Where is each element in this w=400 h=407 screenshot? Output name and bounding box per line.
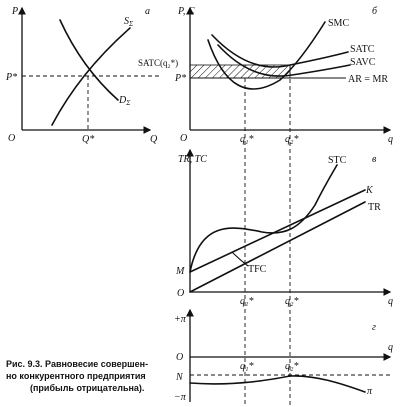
supply-curve bbox=[51, 27, 131, 126]
panel-b-origin: O bbox=[180, 133, 187, 144]
panel-d-q1-label: q₁* bbox=[240, 361, 253, 372]
panel-d: +π −π q O г N π q₁* q₂* bbox=[174, 308, 393, 403]
tr-label: TR bbox=[368, 202, 381, 213]
figure-caption: Рис. 9.3. Равновесие совершен- но конкур… bbox=[6, 359, 148, 393]
caption-line-2: но конкурентного предприятия bbox=[6, 371, 146, 381]
caption-line-3: (прибыль отрицательна). bbox=[30, 383, 144, 393]
panel-b-price-label: P* bbox=[174, 73, 186, 84]
k-label: K bbox=[365, 185, 374, 196]
panel-b: P, C q O б SMC SATC SAVC AR = MR SATC(q₂… bbox=[138, 6, 393, 407]
panel-d-y-top: +π bbox=[174, 314, 187, 325]
panel-b-letter: б bbox=[372, 6, 378, 17]
panel-d-x-label: q bbox=[388, 342, 393, 353]
panel-b-q1-label: q₁* bbox=[240, 134, 253, 145]
panel-b-q2-label: q₂* bbox=[285, 134, 298, 145]
profit-curve bbox=[189, 375, 366, 393]
panel-d-letter: г bbox=[372, 322, 376, 333]
supply-label: SΣ bbox=[124, 16, 134, 28]
k-line bbox=[189, 189, 366, 273]
eq-qty-label: Q* bbox=[82, 134, 94, 145]
tfc-pointer bbox=[231, 251, 249, 267]
panel-c-y-label: TR, TC bbox=[178, 154, 207, 165]
panel-b-y-label: P, C bbox=[177, 6, 195, 17]
eq-price-label: P* bbox=[5, 72, 17, 83]
savc-curve bbox=[217, 44, 351, 77]
m-label: M bbox=[175, 266, 185, 277]
satc-curve bbox=[211, 34, 349, 68]
panel-c-letter: в bbox=[372, 154, 377, 165]
smc-label: SMC bbox=[328, 18, 349, 29]
panel-a-letter: а bbox=[145, 6, 150, 17]
tr-line bbox=[189, 201, 366, 293]
satc-q2-label: SATC(q₂*) bbox=[138, 58, 178, 68]
panel-d-y-bottom: −π bbox=[174, 392, 187, 403]
demand-curve bbox=[59, 19, 119, 101]
panel-d-origin: O bbox=[176, 352, 183, 363]
panel-c-x-label: q bbox=[388, 296, 393, 307]
stc-label: STC bbox=[328, 155, 347, 166]
panel-c: TR, TC q O в STC K TR TFC M q₁* q₂* bbox=[175, 148, 393, 307]
panel-c-q1-label: q₁* bbox=[240, 296, 253, 307]
panel-d-q2-label: q₂* bbox=[285, 361, 298, 372]
demand-label: DΣ bbox=[118, 95, 131, 107]
panel-c-origin: O bbox=[177, 288, 184, 299]
smc-curve bbox=[207, 21, 326, 90]
caption-line-1: Рис. 9.3. Равновесие совершен- bbox=[6, 359, 148, 369]
satc-label: SATC bbox=[350, 44, 375, 55]
panel-a-origin: O bbox=[8, 133, 15, 144]
ar-mr-label: AR = MR bbox=[348, 74, 388, 85]
stc-curve bbox=[189, 164, 338, 273]
pi-label: π bbox=[367, 386, 373, 397]
panel-a: P Q O а SΣ DΣ P* Q* bbox=[5, 6, 160, 145]
panel-b-x-label: q bbox=[388, 134, 393, 145]
panel-a-x-label: Q bbox=[150, 134, 158, 145]
panel-a-y-label: P bbox=[11, 6, 18, 17]
tfc-label: TFC bbox=[248, 264, 267, 275]
savc-label: SAVC bbox=[350, 57, 376, 68]
n-label: N bbox=[175, 372, 184, 383]
panel-c-q2-label: q₂* bbox=[285, 296, 298, 307]
